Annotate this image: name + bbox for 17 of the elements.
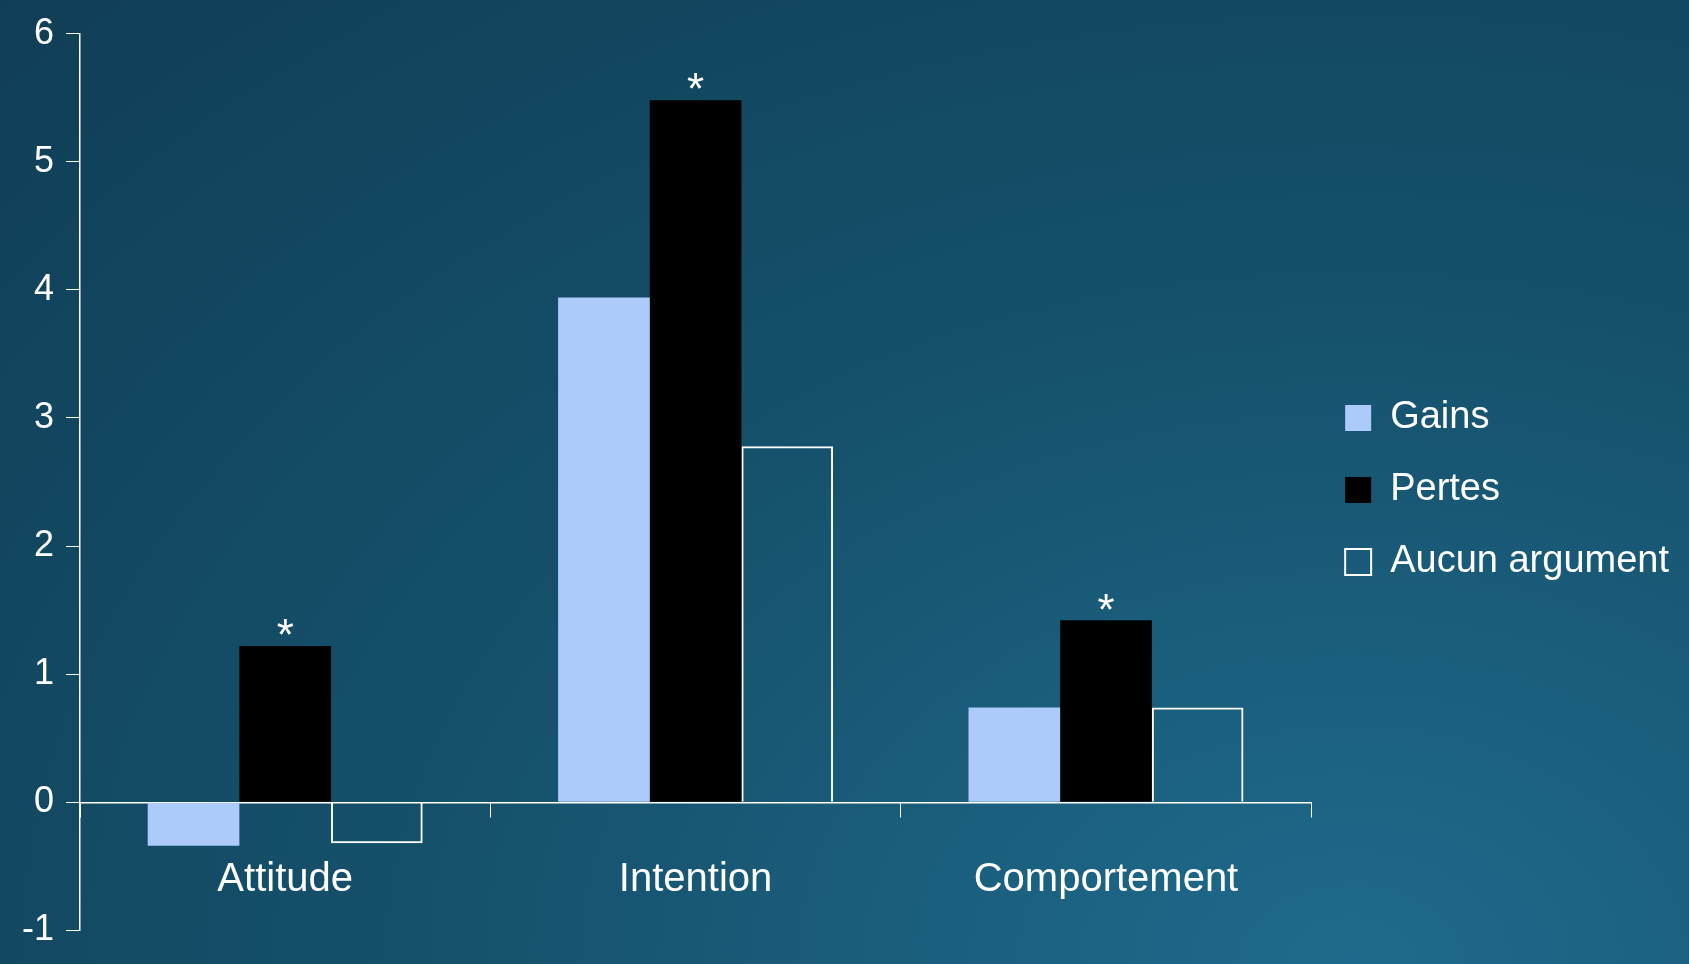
legend-label: Gains bbox=[1390, 394, 1490, 437]
annotation: * bbox=[276, 610, 294, 660]
y-tick-label: 1 bbox=[33, 651, 55, 693]
y-tick-label: 5 bbox=[33, 138, 55, 180]
y-tick-label: -1 bbox=[21, 907, 55, 949]
x-tick-label: Comportement bbox=[973, 855, 1239, 900]
y-tick-label: 6 bbox=[33, 10, 55, 52]
y-tick-label: 4 bbox=[33, 266, 55, 308]
x-tick-label: Intention bbox=[618, 855, 773, 900]
annotation: * bbox=[1097, 584, 1115, 634]
x-tick-label: Attitude bbox=[217, 855, 354, 900]
y-tick-label: 2 bbox=[33, 522, 55, 564]
annotation: * bbox=[687, 64, 705, 114]
legend-label: Aucun argument bbox=[1390, 538, 1670, 581]
y-tick-label: 3 bbox=[33, 394, 55, 436]
legend-label: Pertes bbox=[1390, 466, 1500, 509]
y-tick-label: 0 bbox=[33, 779, 55, 821]
